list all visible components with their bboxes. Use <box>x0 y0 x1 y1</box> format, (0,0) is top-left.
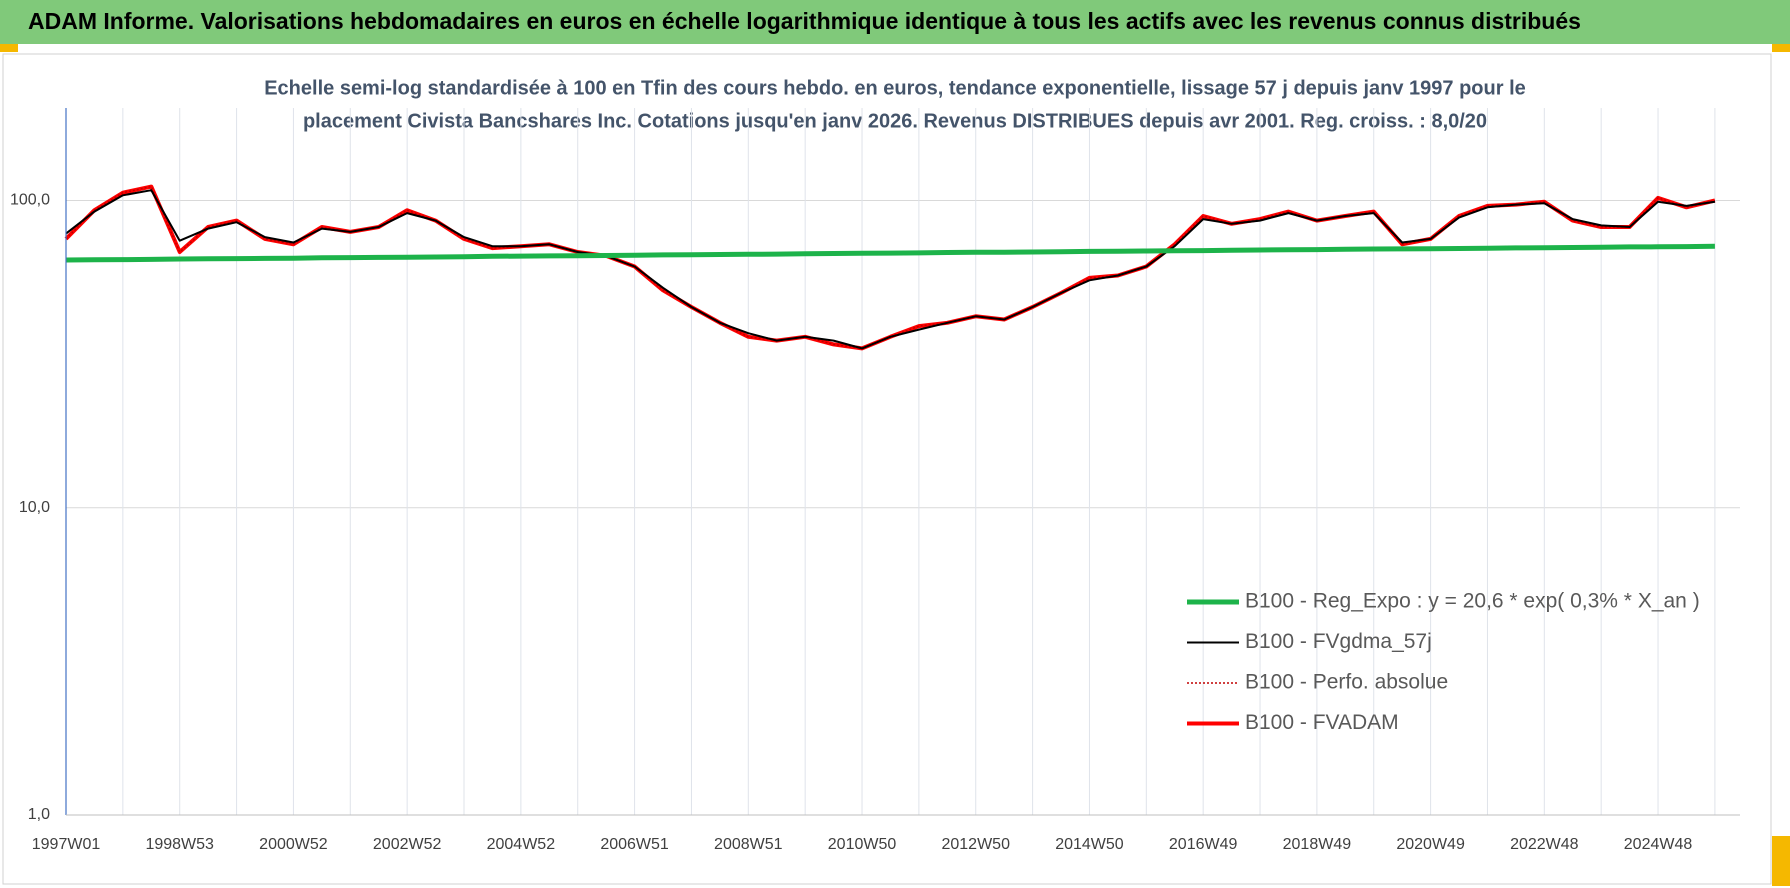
x-tick-label: 2014W50 <box>1055 836 1124 853</box>
legend-label: B100 - FVADAM <box>1245 711 1399 734</box>
series-line <box>65 243 1715 263</box>
x-tick-label: 2002W52 <box>373 836 442 853</box>
chart-subtitle: placement Civista Bancshares Inc. Cotati… <box>303 110 1487 132</box>
corner-accent <box>1772 44 1790 52</box>
x-tick-label: 2022W48 <box>1510 836 1579 853</box>
x-tick-label: 2008W51 <box>714 836 783 853</box>
corner-accent <box>0 44 18 52</box>
x-tick-label: 2024W48 <box>1624 836 1693 853</box>
x-tick-label: 2004W52 <box>487 836 556 853</box>
legend-label: B100 - FVgdma_57j <box>1245 630 1432 653</box>
legend-label: B100 - Perfo. absolue <box>1245 671 1448 694</box>
series-line <box>65 189 1716 350</box>
x-tick-label: 2010W50 <box>828 836 897 853</box>
x-tick-label: 2006W51 <box>600 836 669 853</box>
x-tick-label: 2016W49 <box>1169 836 1238 853</box>
frame <box>2 53 1772 885</box>
x-tick-label: 2020W49 <box>1396 836 1465 853</box>
x-tick-label: 2012W50 <box>941 836 1010 853</box>
x-tick-label: 1997W01 <box>32 836 101 853</box>
y-tick-label: 100,0 <box>10 192 50 209</box>
x-tick-label: 2018W49 <box>1283 836 1352 853</box>
y-tick-label: 10,0 <box>19 499 50 516</box>
lines <box>64 184 1716 351</box>
legend-label: B100 - Reg_Expo : y = 20,6 * exp( 0,3% *… <box>1245 590 1700 613</box>
x-tick-label: 1998W53 <box>145 836 214 853</box>
axes: 1,0 10,0 100,0 1997W01 1998W53 2000W52 2002W52… <box>10 108 1740 853</box>
legend: B100 - Reg_Expo : y = 20,6 * exp( 0,3% *… <box>1187 590 1700 734</box>
x-tick-label: 2000W52 <box>259 836 328 853</box>
y-tick-label: 1,0 <box>28 806 50 823</box>
corner-accent <box>1772 836 1790 886</box>
chart-subtitle: Echelle semi-log standardisée à 100 en T… <box>264 77 1526 99</box>
header-bar <box>0 0 1790 44</box>
header-title: ADAM Informe. Valorisations hebdomadaire… <box>28 8 1581 34</box>
